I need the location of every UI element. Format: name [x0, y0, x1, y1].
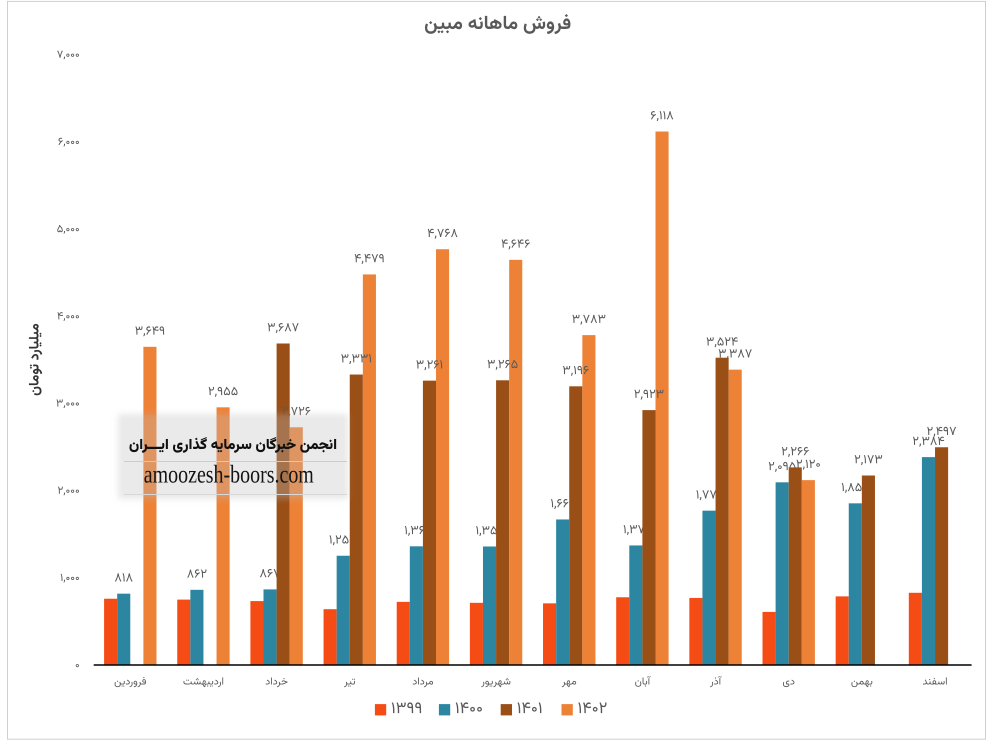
svg-text:amoozesh-boors.com: amoozesh-boors.com — [144, 461, 314, 488]
